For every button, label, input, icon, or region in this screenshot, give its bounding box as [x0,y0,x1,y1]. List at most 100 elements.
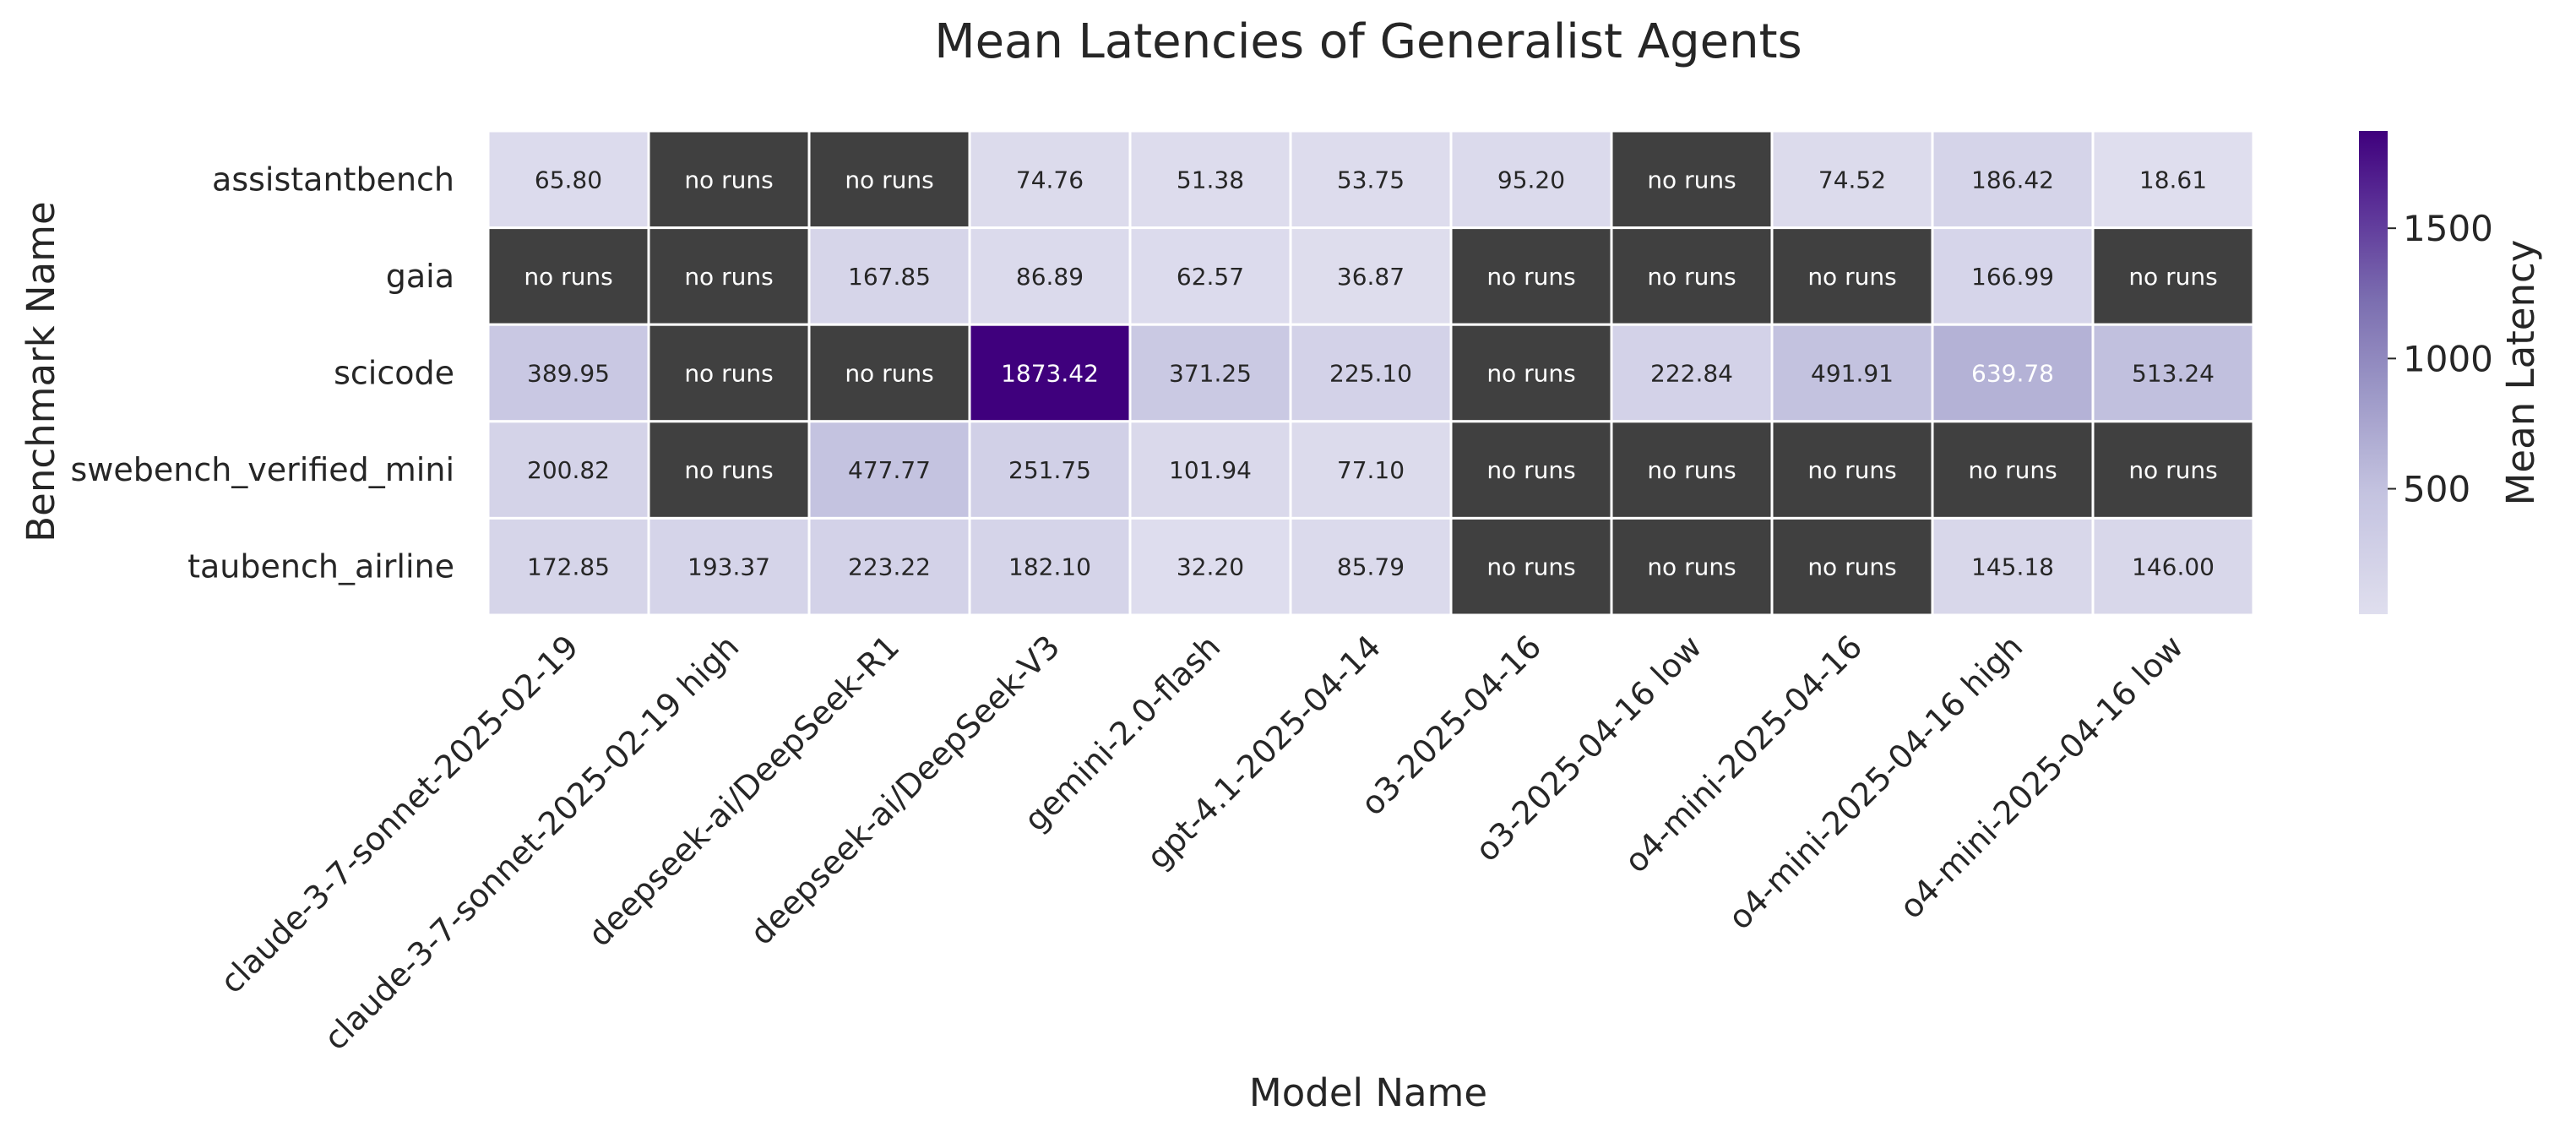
cell-value-label: no runs [845,360,933,388]
heatmap-cells: 65.80 no runs no runs 74.76 51.38 53.75 95.20 n… [486,129,2255,617]
cell-value-label: no runs [1647,263,1736,291]
heatmap-cell [968,420,1132,520]
cell-value-label: no runs [1647,166,1736,193]
cell-value-label: 389.95 [527,360,610,388]
cell-value-label: 1873.42 [1001,360,1099,388]
heatmap-cell [1610,226,1774,326]
x-tick-label: deepseek-ai/DeepSeek-R1 [581,628,907,954]
cell-value-label: 225.10 [1329,360,1412,388]
heatmap-cell [486,226,650,326]
cell-value-label: no runs [1807,456,1896,484]
cell-value-label: 172.85 [527,553,610,581]
cell-value-label: no runs [2128,263,2217,291]
cell-value-label: 18.61 [2139,166,2207,193]
cell-value-label: 223.22 [848,553,931,581]
cell-value-label: no runs [2128,456,2217,484]
heatmap-cell [2091,516,2255,617]
cell-value-label: 193.37 [687,553,770,581]
x-tick-label: claude-3-7-sonnet-2025-02-19 [213,628,585,1000]
heatmap-cell [1770,226,1934,326]
heatmap-cell [1770,420,1934,520]
heatmap-cell [1128,516,1292,617]
x-tick-label: o4-mini-2025-04-16 high [1721,628,2030,936]
cell-value-label: 101.94 [1169,456,1252,484]
heatmap-cell [807,420,971,520]
heatmap-cell [2091,226,2255,326]
chart-title: Mean Latencies of Generalist Agents [934,14,1802,69]
cell-value-label: 62.57 [1177,263,1244,291]
cell-value-label: 74.76 [1016,166,1084,193]
heatmap-cell [1931,129,2095,230]
cell-value-label: no runs [684,456,773,484]
heatmap-cell [2091,420,2255,520]
cell-value-label: 53.75 [1337,166,1405,193]
colorbar-tick-label: 500 [2403,469,2470,510]
heatmap-cell [807,129,971,230]
heatmap-cell [1449,226,1613,326]
heatmap-cell [1289,323,1453,423]
cell-value-label: 491.91 [1811,360,1894,388]
colorbar-label: Mean Latency [2498,240,2543,506]
cell-value-label: 513.24 [2132,360,2215,388]
colorbar-tick-label: 1500 [2403,208,2493,249]
cell-value-label: 65.80 [535,166,602,193]
y-tick-label: gaia [386,258,454,295]
cell-value-label: no runs [684,263,773,291]
y-tick-label: scicode [334,355,454,392]
heatmap-cell [1449,323,1613,423]
colorbar-ticks: 500 1000 1500 [2388,208,2493,510]
cell-value-label: 639.78 [1971,360,2054,388]
colorbar: 500 1000 1500 Mean Latency [2359,131,2543,614]
cell-value-label: 74.52 [1818,166,1886,193]
cell-value-label: 371.25 [1169,360,1252,388]
cell-value-label: no runs [1486,456,1575,484]
cell-value-label: 222.84 [1650,360,1733,388]
heatmap-cell [1289,226,1453,326]
cell-value-label: 95.20 [1497,166,1565,193]
heatmap-cell [1128,323,1292,423]
cell-value-label: 86.89 [1016,263,1084,291]
heatmap-cell [807,516,971,617]
x-tick-labels: claude-3-7-sonnet-2025-02-19claude-3-7-s… [213,628,2190,1057]
cell-value-label: no runs [684,166,773,193]
cell-value-label: 51.38 [1177,166,1244,193]
heatmap-cell [647,516,811,617]
cell-value-label: 186.42 [1971,166,2054,193]
heatmap-cell [1128,226,1292,326]
y-tick-labels: assistantbench gaia scicode swebench_verifi… [70,161,454,585]
y-tick-label: taubench_airline [187,548,454,585]
cell-value-label: 200.82 [527,456,610,484]
cell-value-label: no runs [845,166,933,193]
x-tick-label: deepseek-ai/DeepSeek-V3 [743,628,1068,952]
heatmap-cell [2091,323,2255,423]
heatmap-cell [1289,420,1453,520]
y-tick-label: assistantbench [212,161,454,198]
heatmap-cell [2091,129,2255,230]
colorbar-gradient [2359,131,2388,614]
cell-value-label: no runs [1807,263,1896,291]
cell-value-label: no runs [1968,456,2057,484]
heatmap-cell [486,516,650,617]
cell-value-label: 77.10 [1337,456,1405,484]
cell-value-label: no runs [1647,553,1736,581]
cell-value-label: 251.75 [1008,456,1091,484]
cell-value-label: no runs [1486,360,1575,388]
heatmap-cell [1289,516,1453,617]
cell-value-label: 85.79 [1337,553,1405,581]
heatmap-cell [1289,129,1453,230]
x-axis-label: Model Name [1249,1070,1487,1115]
x-tick-label: o4-mini-2025-04-16 low [1893,628,2191,926]
heatmap-cell [1449,516,1613,617]
heatmap-cell [1931,226,2095,326]
heatmap-cell [1610,129,1774,230]
cell-value-label: 146.00 [2132,553,2215,581]
cell-value-label: no runs [1807,553,1896,581]
y-axis-label: Benchmark Name [19,201,63,542]
heatmap-cell [1931,420,2095,520]
heatmap-cell [1770,516,1934,617]
cell-value-label: no runs [524,263,612,291]
cell-value-label: 36.87 [1337,263,1405,291]
heatmap-cell [1449,420,1613,520]
heatmap-cell [968,516,1132,617]
cell-value-label: no runs [684,360,773,388]
